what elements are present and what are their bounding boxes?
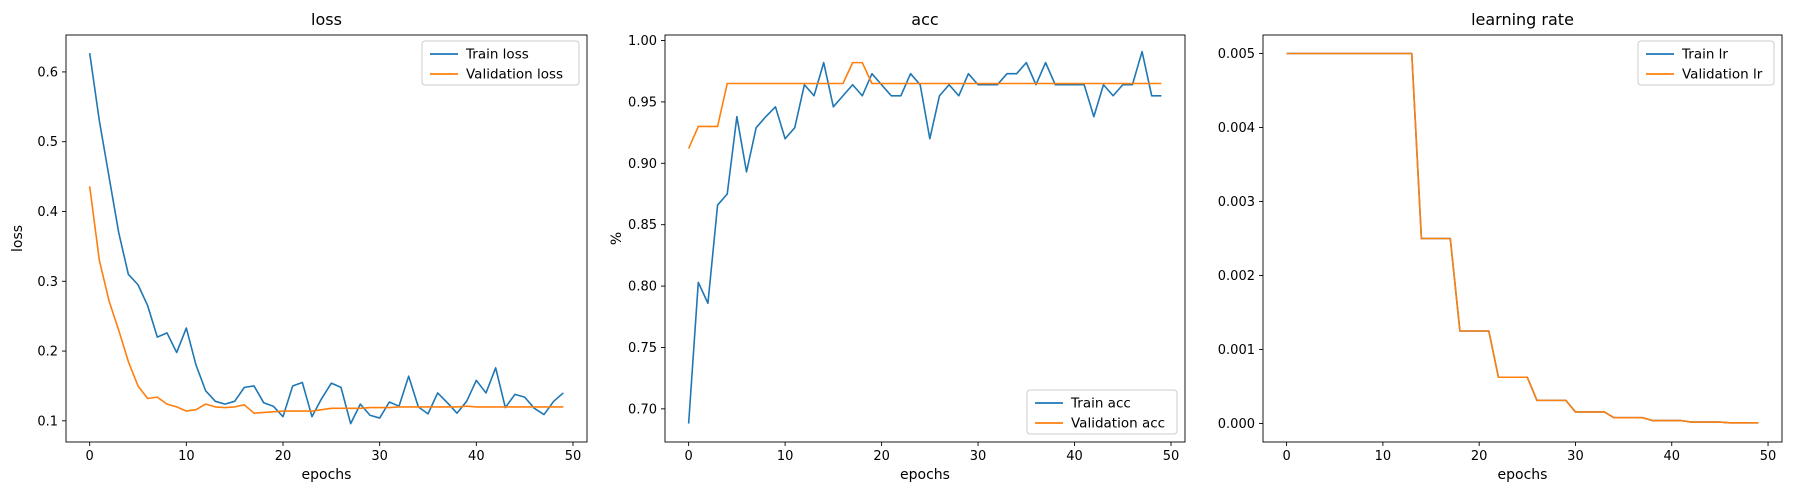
x-tick-label: 0 xyxy=(1282,449,1290,464)
chart-panel-2: 0 10 20 30 40 50 0.70 0.75 0.80 0.85 0.90 0.95 1.00 a… xyxy=(609,10,1186,483)
x-tick-label: 40 xyxy=(1663,449,1680,464)
legend-entry: Train loss xyxy=(465,47,529,63)
x-tick-label: 30 xyxy=(371,449,388,464)
legend: Train loss Validation loss xyxy=(421,40,580,86)
x-tick-label: 50 xyxy=(1760,449,1777,464)
chart-title: loss xyxy=(311,10,342,29)
x-tick-label: 30 xyxy=(970,449,987,464)
x-tick-label: 20 xyxy=(275,449,292,464)
y-axis-label: loss xyxy=(10,225,26,252)
x-tick-label: 20 xyxy=(873,449,890,464)
x-tick-label: 40 xyxy=(468,449,485,464)
series-line-train-acc xyxy=(687,50,1162,424)
series-line-validation-loss xyxy=(88,186,564,414)
x-tick-label: 30 xyxy=(1567,449,1584,464)
y-tick-label: 0.003 xyxy=(1218,195,1255,210)
series-line-train-loss xyxy=(88,52,564,425)
y-tick-label: 0.002 xyxy=(1218,269,1255,284)
chart-title: learning rate xyxy=(1471,10,1574,29)
y-tick-label: 0.80 xyxy=(628,280,657,295)
chart-panel-1: 0 10 20 30 40 50 0.1 0.2 0.3 0.4 0.5 0.6 loss epochs l… xyxy=(10,10,588,483)
y-tick-label: 0.90 xyxy=(628,157,657,172)
x-axis-label: epochs xyxy=(302,467,352,483)
chart-title: acc xyxy=(911,10,938,29)
x-tick-label: 0 xyxy=(86,449,94,464)
legend: Train acc Validation acc xyxy=(1026,389,1178,435)
y-tick-label: 0.95 xyxy=(628,95,657,110)
axes-frame xyxy=(1262,34,1783,443)
x-axis-label: epochs xyxy=(1498,467,1548,483)
y-tick-label: 1.00 xyxy=(628,34,657,49)
y-tick-label: 0.5 xyxy=(37,135,58,150)
legend-entry: Train acc xyxy=(1070,396,1131,412)
x-tick-label: 10 xyxy=(777,449,794,464)
axes-frame xyxy=(65,34,588,443)
x-axis-label: epochs xyxy=(900,467,950,483)
x-tick-label: 20 xyxy=(1471,449,1488,464)
y-tick-label: 0.005 xyxy=(1218,47,1255,62)
x-tick-label: 0 xyxy=(684,449,692,464)
x-tick-label: 50 xyxy=(565,449,582,464)
series-line-validation-acc xyxy=(687,61,1162,149)
y-tick-label: 0.75 xyxy=(628,341,657,356)
y-tick-label: 0.85 xyxy=(628,218,657,233)
y-tick-label: 0.3 xyxy=(37,275,58,290)
legend-entry: Validation lr xyxy=(1682,67,1763,83)
y-tick-label: 0.4 xyxy=(37,205,58,220)
chart-panel-3: 0 10 20 30 40 50 0.000 0.001 0.002 0.003 0.004 0.00… xyxy=(1218,10,1783,483)
y-tick-label: 0.70 xyxy=(628,402,657,417)
x-tick-label: 10 xyxy=(1375,449,1392,464)
legend-entry: Train lr xyxy=(1681,47,1728,63)
x-tick-label: 40 xyxy=(1066,449,1083,464)
series-line-validation-lr xyxy=(1286,52,1759,424)
legend-entry: Validation acc xyxy=(1071,416,1165,432)
axes-frame xyxy=(664,34,1186,443)
x-tick-label: 50 xyxy=(1163,449,1180,464)
legend-entry: Validation loss xyxy=(466,67,563,83)
legend-box xyxy=(421,40,580,86)
y-tick-label: 0.001 xyxy=(1218,343,1255,358)
y-tick-label: 0.1 xyxy=(37,414,58,429)
y-tick-label: 0.000 xyxy=(1218,417,1255,432)
x-tick-label: 10 xyxy=(178,449,195,464)
y-tick-label: 0.6 xyxy=(37,65,58,80)
legend-box xyxy=(1026,389,1178,435)
y-tick-label: 0.004 xyxy=(1218,121,1255,136)
y-axis-label: % xyxy=(609,232,625,245)
series-line-train-lr xyxy=(1286,52,1759,424)
y-tick-label: 0.2 xyxy=(37,345,58,360)
legend: Train lr Validation lr xyxy=(1637,40,1775,86)
